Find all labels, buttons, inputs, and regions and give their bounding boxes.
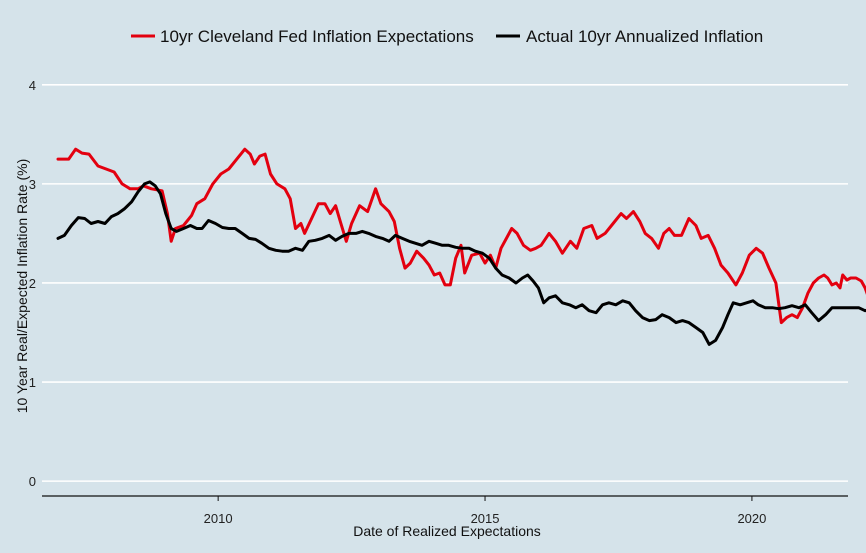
actual-inflation-line <box>56 180 866 346</box>
y-tick-labels: 0 1 2 3 4 <box>29 78 36 489</box>
y-axis-title: 10 Year Real/Expected Inflation Rate (%) <box>14 159 30 414</box>
legend-label-expectations: 10yr Cleveland Fed Inflation Expectation… <box>160 27 474 46</box>
y-tick-label: 1 <box>29 375 36 390</box>
expectations-line <box>56 147 866 325</box>
x-tick-label: 2020 <box>737 511 766 526</box>
x-tick-label: 2015 <box>471 511 500 526</box>
series-lines <box>56 147 866 346</box>
x-tick-label: 2010 <box>204 511 233 526</box>
legend-label-actual: Actual 10yr Annualized Inflation <box>526 27 763 46</box>
y-tick-label: 4 <box>29 78 36 93</box>
y-tick-label: 0 <box>29 474 36 489</box>
legend: 10yr Cleveland Fed Inflation Expectation… <box>131 27 763 46</box>
x-axis-title: Date of Realized Expectations <box>353 523 541 539</box>
y-tick-label: 2 <box>29 276 36 291</box>
y-tick-label: 3 <box>29 177 36 192</box>
x-tick-labels: 2010 2015 2020 <box>204 496 766 526</box>
